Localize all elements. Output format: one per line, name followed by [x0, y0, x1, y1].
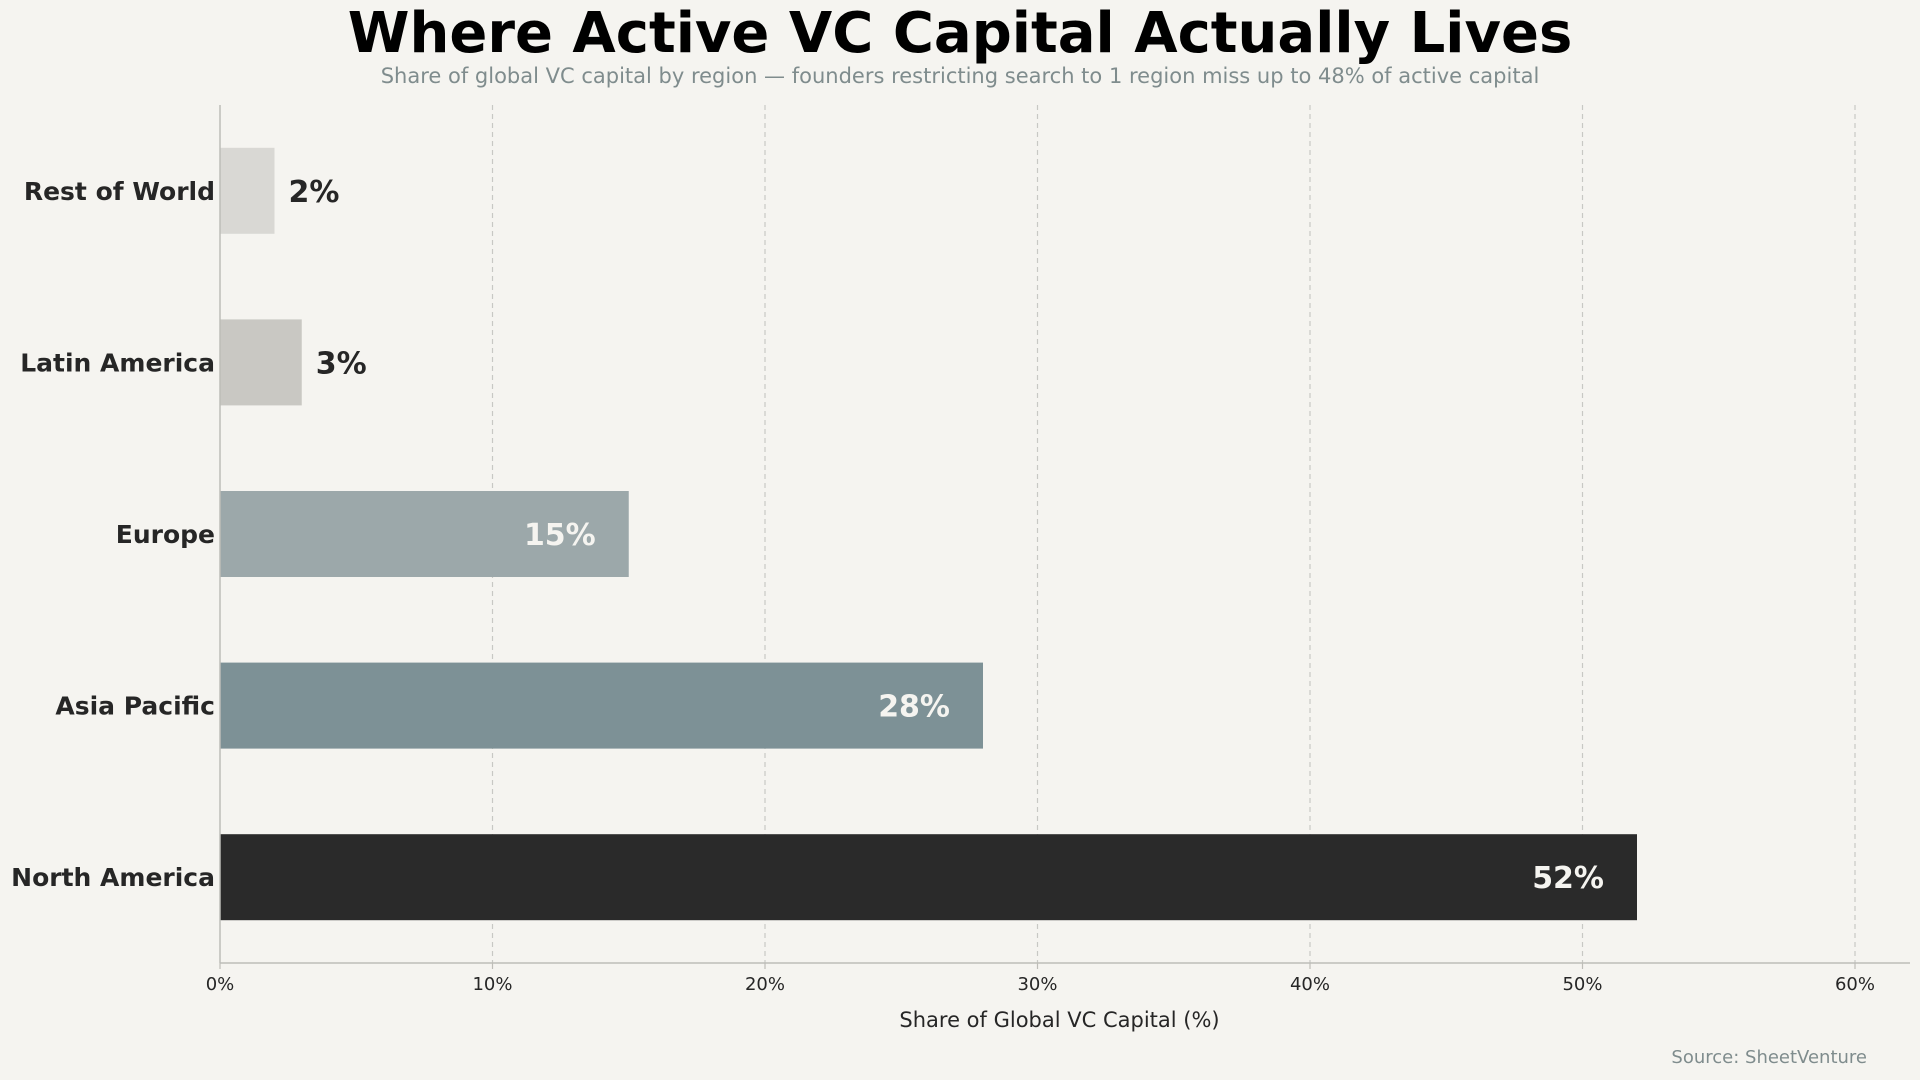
- value-label: 3%: [316, 346, 367, 381]
- value-label: 28%: [878, 690, 950, 725]
- category-label: North America: [11, 863, 215, 892]
- bar-latin-america: [220, 319, 302, 406]
- x-axis-title: Share of Global VC Capital (%): [899, 1008, 1219, 1032]
- x-tick-label: 20%: [745, 974, 785, 995]
- category-label: Rest of World: [24, 177, 215, 206]
- x-tick-label: 50%: [1562, 974, 1602, 995]
- bar-europe: [220, 491, 629, 577]
- bar-north-america: [220, 834, 1637, 921]
- x-tick-label: 60%: [1835, 974, 1875, 995]
- label-layer: North America 52% Asia Pacific 28% Europe 15%…: [11, 175, 1604, 896]
- category-label: Europe: [116, 520, 215, 549]
- x-tick-label: 0%: [206, 974, 235, 995]
- value-label: 52%: [1532, 861, 1604, 896]
- value-label: 15%: [524, 518, 596, 553]
- x-tick-label: 30%: [1017, 974, 1057, 995]
- bar-layer: [220, 147, 1637, 921]
- grid-layer: [491, 105, 1856, 963]
- chart-subtitle: Share of global VC capital by region — f…: [380, 64, 1540, 88]
- chart-title: Where Active VC Capital Actually Lives: [347, 1, 1573, 66]
- bar-rest-of-world: [220, 147, 275, 234]
- bar-asia-pacific: [220, 662, 983, 749]
- category-label: Asia Pacific: [55, 692, 215, 721]
- axis-layer: 0% 10% 20% 30% 40% 50% 60%: [206, 105, 1910, 995]
- value-label: 2%: [289, 175, 340, 210]
- category-label: Latin America: [20, 348, 215, 377]
- source-note: Source: SheetVenture: [1671, 1047, 1867, 1068]
- x-tick-label: 40%: [1290, 974, 1330, 995]
- x-tick-label: 10%: [472, 974, 512, 995]
